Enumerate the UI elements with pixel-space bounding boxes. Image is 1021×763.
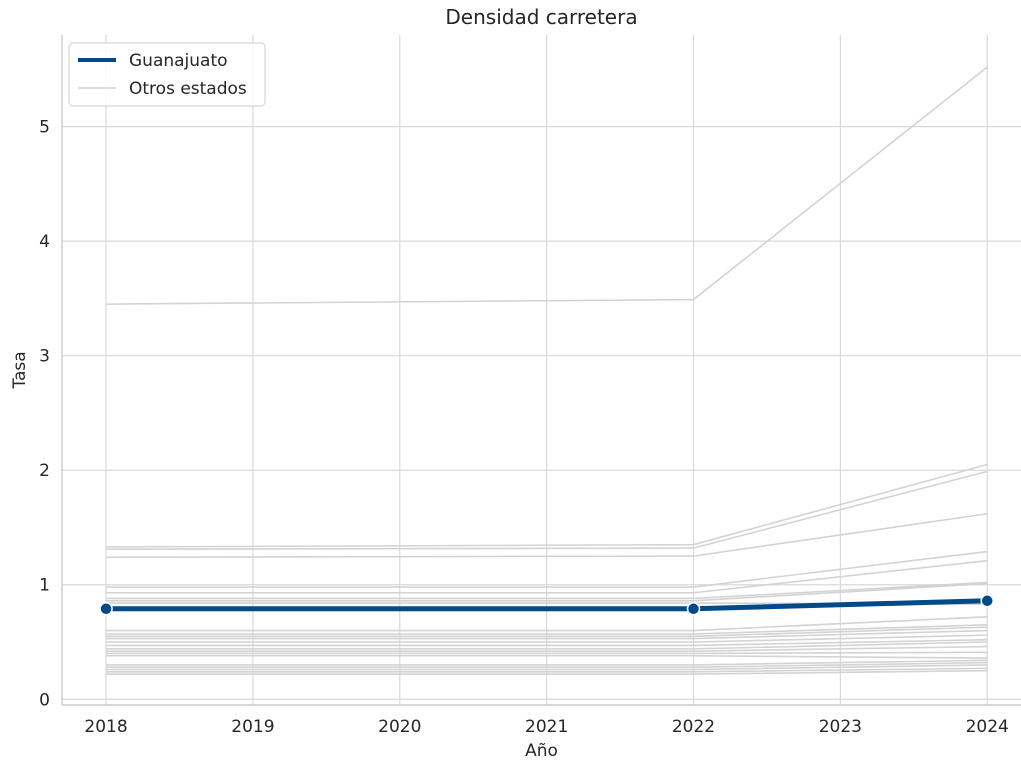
axes	[61, 35, 1021, 706]
chart-title: Densidad carretera	[445, 5, 637, 29]
x-axis-title: Año	[525, 741, 558, 761]
other-state-line	[106, 641, 988, 650]
y-tick-label: 0	[39, 690, 50, 710]
x-tick-label: 2022	[672, 717, 715, 737]
other-state-line	[106, 616, 988, 632]
other-state-line	[106, 659, 988, 666]
other-state-line	[106, 629, 988, 640]
other-state-line	[106, 581, 988, 600]
other-state-line	[106, 638, 988, 647]
other-state-line	[106, 470, 988, 551]
other-state-line	[106, 654, 988, 659]
other-state-line	[106, 512, 988, 559]
y-axis-title: Tasa	[10, 351, 30, 389]
x-tick-label: 2024	[966, 717, 1009, 737]
guanajuato-point	[980, 594, 994, 608]
legend-label-otros-estados: Otros estados	[129, 79, 247, 99]
guanajuato-point	[686, 602, 701, 616]
other-state-line	[106, 645, 988, 652]
other-state-line	[106, 669, 988, 675]
other-state-line	[106, 664, 988, 671]
x-tick-label: 2021	[525, 717, 568, 737]
legend-label-guanajuato: Guanajuato	[129, 51, 228, 71]
guanajuato-series	[99, 594, 994, 616]
grid	[62, 35, 1021, 705]
other-state-line	[106, 661, 988, 669]
other-state-line	[106, 550, 988, 588]
x-tick-label: 2023	[819, 717, 862, 737]
other-state-line	[106, 634, 988, 643]
x-tick-labels: 2018 2019 2020 2021 2022 2023 2024	[84, 717, 1008, 737]
y-tick-labels: 0 1 2 3 4 5	[39, 118, 50, 711]
y-tick-label: 4	[39, 232, 50, 252]
other-state-line	[106, 626, 988, 638]
guanajuato-point	[99, 602, 113, 616]
other-state-line	[106, 667, 988, 673]
other-state-line	[106, 624, 988, 635]
y-tick-label: 3	[39, 347, 50, 367]
other-state-line	[106, 66, 988, 305]
legend: Guanajuato Otros estados	[68, 42, 266, 107]
y-tick-label: 1	[39, 576, 50, 596]
x-tick-label: 2020	[378, 717, 421, 737]
x-tick-label: 2019	[231, 717, 274, 737]
x-tick-label: 2018	[84, 717, 127, 737]
other-state-line	[106, 651, 988, 655]
y-tick-label: 2	[39, 461, 50, 481]
other-state-line	[106, 559, 988, 594]
y-tick-label: 5	[39, 118, 50, 138]
other-state-line	[106, 463, 988, 548]
other-state-line	[106, 582, 988, 602]
legend-box	[68, 42, 266, 107]
